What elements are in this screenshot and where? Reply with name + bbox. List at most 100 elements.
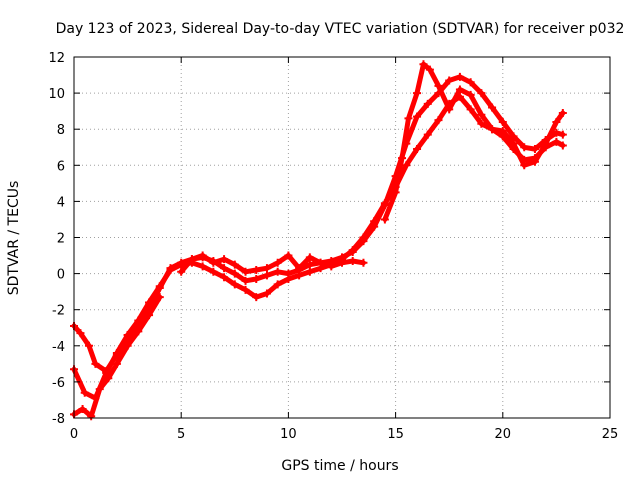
data-point [230,260,239,269]
data-point [498,117,507,126]
data-point [338,258,346,267]
data-point [209,258,218,267]
data-point [295,271,304,280]
data-point [262,271,271,280]
data-point [488,103,497,112]
data-point [305,267,314,276]
data-point [134,316,143,325]
data-point [305,260,314,269]
data-point [316,258,325,267]
data-point [87,412,96,421]
y-tick-label: -8 [52,412,65,427]
data-point [80,388,89,397]
data-point [209,267,218,276]
data-point [262,264,271,273]
chart-title: Day 123 of 2023, Sidereal Day-to-day VTE… [56,21,625,37]
data-point [241,276,250,285]
data-point [423,99,432,108]
y-tick-label: 10 [48,87,65,102]
y-tick-label: -2 [52,304,65,319]
data-point [359,258,368,267]
data-point [552,137,561,146]
y-tick-label: 6 [57,159,65,174]
data-point [477,89,486,98]
data-point [498,127,507,136]
data-point [252,275,261,284]
data-point [220,273,229,282]
data-point [380,199,389,208]
y-tick-label: -4 [52,340,65,355]
data-point [155,293,164,302]
data-point [123,341,132,350]
data-point [359,233,368,242]
data-point [76,329,85,338]
data-point [220,264,229,273]
data-point [404,114,413,123]
data-point [230,269,239,278]
y-tick-label: 8 [57,123,65,138]
data-point [413,112,422,121]
data-point [123,330,132,339]
data-point [445,105,454,114]
data-point [166,265,175,274]
data-point [177,260,186,269]
data-point [241,285,250,294]
data-point [85,341,94,350]
series-line [71,294,163,419]
data-series-3 [70,293,164,421]
x-tick-label: 5 [177,427,185,442]
data-layer [70,60,567,421]
x-tick-label: 10 [280,427,297,442]
series-line [71,74,566,374]
data-point [530,157,539,166]
data-point [466,78,475,87]
y-tick-label: 0 [57,268,65,283]
data-point [552,117,561,126]
data-point [145,311,154,320]
data-point [425,65,434,74]
data-point [466,105,475,114]
data-point [423,130,432,139]
x-tick-label: 20 [495,427,512,442]
data-point [434,81,443,90]
data-point [187,255,196,264]
data-point [252,293,261,302]
data-point [273,267,282,276]
y-tick-label: -6 [52,376,65,391]
data-point [558,130,567,139]
data-point [327,262,336,271]
x-tick-label: 0 [70,427,78,442]
data-point [91,359,100,368]
data-point [445,76,454,85]
data-point [413,89,422,98]
data-point [509,132,518,141]
data-point [455,85,464,94]
data-point [370,217,379,226]
y-tick-label: 4 [57,195,65,210]
data-series-2 [70,92,567,403]
data-point [530,145,539,154]
data-point [284,251,293,260]
series-line [71,94,566,401]
data-point [391,188,400,197]
data-point [262,289,271,298]
data-point [477,119,486,128]
data-point [112,359,121,368]
data-point [520,143,529,152]
data-point [348,256,357,265]
x-tick-label: 25 [602,427,619,442]
x-axis-label: GPS time / hours [281,458,398,474]
data-point [155,282,164,291]
data-point [230,280,239,289]
data-point [198,251,207,260]
x-tick-label: 15 [387,427,404,442]
axis-ticks: 0 5 10 15 20 25 -8 -6 -4 -2 0 2 4 6 8 10 12 [48,51,618,442]
data-point [241,267,250,276]
data-point [477,110,486,119]
data-point [295,264,304,273]
data-series-1 [70,72,567,376]
data-point [402,161,411,170]
data-point [252,265,261,274]
y-axis-label: SDTVAR / TECUs [6,181,22,296]
data-point [305,253,314,262]
